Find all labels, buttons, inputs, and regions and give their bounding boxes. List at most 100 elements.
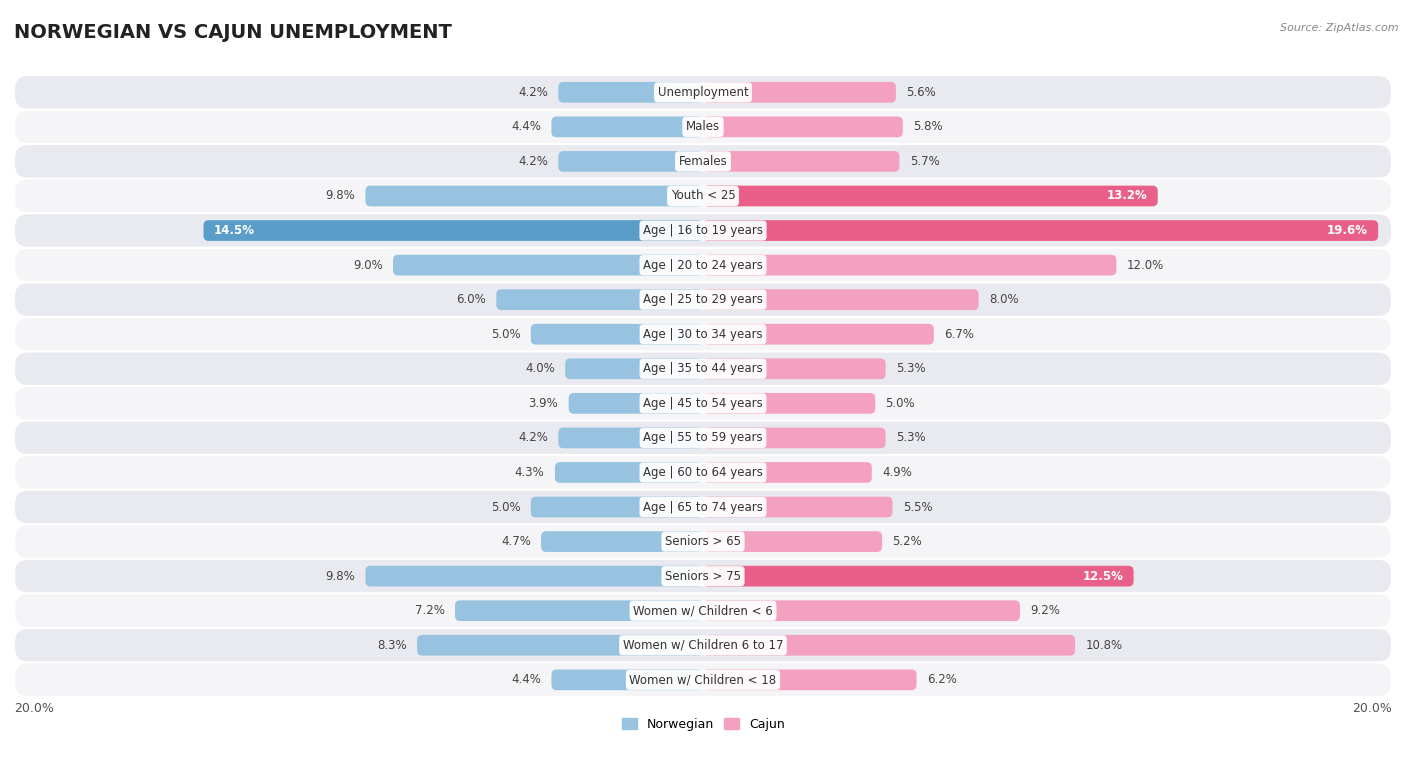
Text: 4.2%: 4.2% bbox=[519, 86, 548, 99]
Text: 9.8%: 9.8% bbox=[325, 189, 356, 202]
Text: Seniors > 75: Seniors > 75 bbox=[665, 570, 741, 583]
FancyBboxPatch shape bbox=[703, 151, 900, 172]
Text: 5.3%: 5.3% bbox=[896, 431, 925, 444]
FancyBboxPatch shape bbox=[703, 393, 875, 414]
FancyBboxPatch shape bbox=[366, 565, 703, 587]
FancyBboxPatch shape bbox=[703, 428, 886, 448]
Text: Women w/ Children < 6: Women w/ Children < 6 bbox=[633, 604, 773, 617]
Text: Age | 30 to 34 years: Age | 30 to 34 years bbox=[643, 328, 763, 341]
Text: 4.7%: 4.7% bbox=[501, 535, 531, 548]
Text: Unemployment: Unemployment bbox=[658, 86, 748, 99]
Text: Females: Females bbox=[679, 155, 727, 168]
FancyBboxPatch shape bbox=[418, 635, 703, 656]
Text: 5.5%: 5.5% bbox=[903, 500, 932, 513]
FancyBboxPatch shape bbox=[703, 462, 872, 483]
Text: 20.0%: 20.0% bbox=[14, 702, 53, 715]
FancyBboxPatch shape bbox=[558, 151, 703, 172]
Text: NORWEGIAN VS CAJUN UNEMPLOYMENT: NORWEGIAN VS CAJUN UNEMPLOYMENT bbox=[14, 23, 451, 42]
Text: 13.2%: 13.2% bbox=[1107, 189, 1147, 202]
FancyBboxPatch shape bbox=[14, 110, 1392, 144]
Text: 4.4%: 4.4% bbox=[512, 120, 541, 133]
FancyBboxPatch shape bbox=[703, 497, 893, 517]
Legend: Norwegian, Cajun: Norwegian, Cajun bbox=[616, 713, 790, 736]
FancyBboxPatch shape bbox=[703, 565, 1133, 587]
Text: Age | 35 to 44 years: Age | 35 to 44 years bbox=[643, 363, 763, 375]
FancyBboxPatch shape bbox=[204, 220, 703, 241]
FancyBboxPatch shape bbox=[558, 82, 703, 103]
Text: 4.9%: 4.9% bbox=[882, 466, 912, 479]
Text: 5.3%: 5.3% bbox=[896, 363, 925, 375]
FancyBboxPatch shape bbox=[541, 531, 703, 552]
FancyBboxPatch shape bbox=[703, 117, 903, 137]
Text: 5.0%: 5.0% bbox=[886, 397, 915, 410]
FancyBboxPatch shape bbox=[14, 559, 1392, 593]
Text: 20.0%: 20.0% bbox=[1353, 702, 1392, 715]
FancyBboxPatch shape bbox=[14, 490, 1392, 525]
FancyBboxPatch shape bbox=[14, 144, 1392, 179]
Text: 5.0%: 5.0% bbox=[491, 328, 520, 341]
FancyBboxPatch shape bbox=[558, 428, 703, 448]
FancyBboxPatch shape bbox=[568, 393, 703, 414]
FancyBboxPatch shape bbox=[531, 497, 703, 517]
Text: 3.9%: 3.9% bbox=[529, 397, 558, 410]
Text: Age | 60 to 64 years: Age | 60 to 64 years bbox=[643, 466, 763, 479]
Text: 5.0%: 5.0% bbox=[491, 500, 520, 513]
Text: 5.6%: 5.6% bbox=[907, 86, 936, 99]
FancyBboxPatch shape bbox=[555, 462, 703, 483]
Text: Age | 20 to 24 years: Age | 20 to 24 years bbox=[643, 259, 763, 272]
Text: 6.0%: 6.0% bbox=[456, 293, 486, 306]
Text: 9.2%: 9.2% bbox=[1031, 604, 1060, 617]
Text: 12.0%: 12.0% bbox=[1126, 259, 1164, 272]
Text: 4.0%: 4.0% bbox=[524, 363, 555, 375]
Text: 4.2%: 4.2% bbox=[519, 155, 548, 168]
Text: Age | 55 to 59 years: Age | 55 to 59 years bbox=[643, 431, 763, 444]
FancyBboxPatch shape bbox=[703, 185, 1157, 207]
Text: 19.6%: 19.6% bbox=[1327, 224, 1368, 237]
FancyBboxPatch shape bbox=[703, 324, 934, 344]
FancyBboxPatch shape bbox=[565, 358, 703, 379]
FancyBboxPatch shape bbox=[14, 386, 1392, 421]
FancyBboxPatch shape bbox=[366, 185, 703, 207]
Text: 14.5%: 14.5% bbox=[214, 224, 254, 237]
FancyBboxPatch shape bbox=[14, 662, 1392, 697]
Text: 9.0%: 9.0% bbox=[353, 259, 382, 272]
Text: Seniors > 65: Seniors > 65 bbox=[665, 535, 741, 548]
Text: 4.2%: 4.2% bbox=[519, 431, 548, 444]
FancyBboxPatch shape bbox=[392, 255, 703, 276]
FancyBboxPatch shape bbox=[531, 324, 703, 344]
Text: 9.8%: 9.8% bbox=[325, 570, 356, 583]
Text: Males: Males bbox=[686, 120, 720, 133]
Text: 8.0%: 8.0% bbox=[988, 293, 1018, 306]
FancyBboxPatch shape bbox=[14, 525, 1392, 559]
Text: 8.3%: 8.3% bbox=[377, 639, 406, 652]
Text: 5.8%: 5.8% bbox=[912, 120, 943, 133]
Text: Age | 25 to 29 years: Age | 25 to 29 years bbox=[643, 293, 763, 306]
FancyBboxPatch shape bbox=[703, 289, 979, 310]
Text: Age | 16 to 19 years: Age | 16 to 19 years bbox=[643, 224, 763, 237]
FancyBboxPatch shape bbox=[703, 220, 1378, 241]
FancyBboxPatch shape bbox=[14, 213, 1392, 248]
Text: Age | 45 to 54 years: Age | 45 to 54 years bbox=[643, 397, 763, 410]
FancyBboxPatch shape bbox=[703, 531, 882, 552]
FancyBboxPatch shape bbox=[14, 421, 1392, 455]
Text: Age | 65 to 74 years: Age | 65 to 74 years bbox=[643, 500, 763, 513]
FancyBboxPatch shape bbox=[14, 317, 1392, 351]
FancyBboxPatch shape bbox=[14, 248, 1392, 282]
FancyBboxPatch shape bbox=[703, 669, 917, 690]
FancyBboxPatch shape bbox=[551, 669, 703, 690]
Text: 5.2%: 5.2% bbox=[893, 535, 922, 548]
Text: 10.8%: 10.8% bbox=[1085, 639, 1122, 652]
FancyBboxPatch shape bbox=[14, 628, 1392, 662]
Text: Women w/ Children < 18: Women w/ Children < 18 bbox=[630, 673, 776, 687]
Text: Women w/ Children 6 to 17: Women w/ Children 6 to 17 bbox=[623, 639, 783, 652]
Text: Source: ZipAtlas.com: Source: ZipAtlas.com bbox=[1281, 23, 1399, 33]
FancyBboxPatch shape bbox=[14, 282, 1392, 317]
FancyBboxPatch shape bbox=[496, 289, 703, 310]
FancyBboxPatch shape bbox=[14, 179, 1392, 213]
FancyBboxPatch shape bbox=[703, 635, 1076, 656]
FancyBboxPatch shape bbox=[703, 600, 1019, 621]
FancyBboxPatch shape bbox=[703, 358, 886, 379]
Text: 4.3%: 4.3% bbox=[515, 466, 544, 479]
FancyBboxPatch shape bbox=[703, 82, 896, 103]
FancyBboxPatch shape bbox=[551, 117, 703, 137]
